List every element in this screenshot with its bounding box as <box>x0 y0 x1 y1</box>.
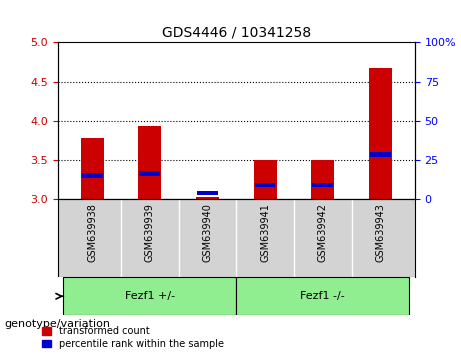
Text: GSM639943: GSM639943 <box>375 203 385 262</box>
Bar <box>64 278 236 315</box>
Text: GSM639942: GSM639942 <box>318 203 328 262</box>
Bar <box>255 183 276 187</box>
Text: Fezf1 +/-: Fezf1 +/- <box>125 291 175 301</box>
Bar <box>81 138 104 199</box>
Text: GSM639938: GSM639938 <box>87 203 97 262</box>
Text: genotype/variation: genotype/variation <box>5 319 111 329</box>
Bar <box>138 126 161 199</box>
Bar <box>254 160 277 199</box>
Text: GSM639941: GSM639941 <box>260 203 270 262</box>
Legend: transformed count, percentile rank within the sample: transformed count, percentile rank withi… <box>42 326 224 349</box>
Bar <box>197 190 218 195</box>
Bar <box>82 173 102 178</box>
Bar <box>140 171 160 176</box>
Bar <box>196 197 219 199</box>
Text: GSM639939: GSM639939 <box>145 203 155 262</box>
Bar <box>369 68 392 199</box>
Bar <box>236 278 409 315</box>
Text: GSM639940: GSM639940 <box>202 203 213 262</box>
Text: Fezf1 -/-: Fezf1 -/- <box>300 291 345 301</box>
Bar <box>370 152 391 157</box>
Bar <box>311 160 334 199</box>
Title: GDS4446 / 10341258: GDS4446 / 10341258 <box>162 26 311 40</box>
Bar <box>313 183 333 187</box>
